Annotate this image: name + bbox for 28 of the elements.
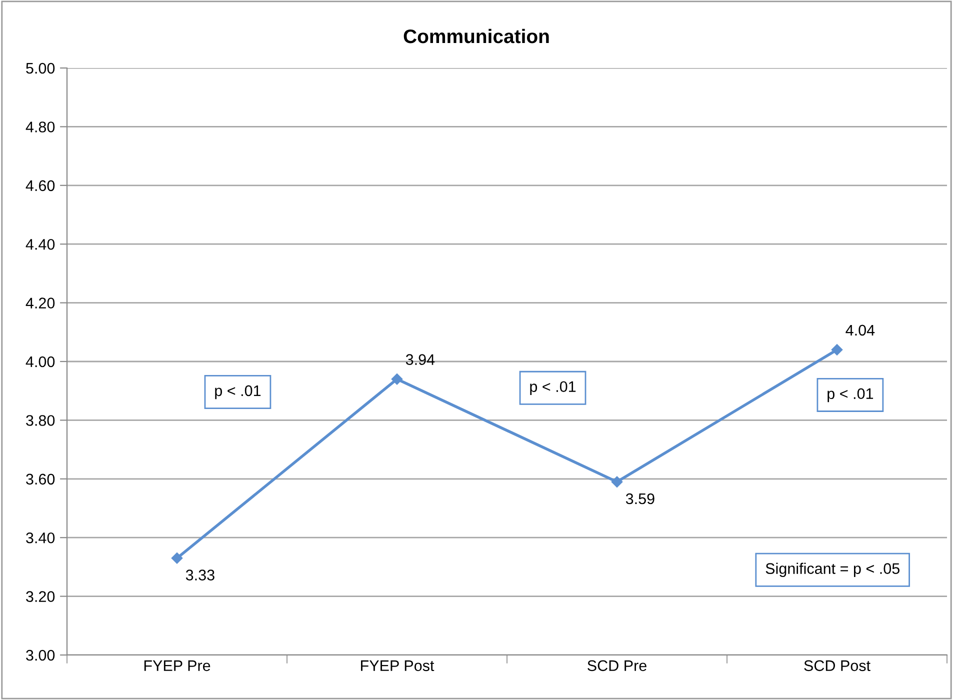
annotation: p < .01 xyxy=(215,385,261,400)
chart-title: Communication xyxy=(404,28,549,44)
y-tick-label: 3.20 xyxy=(26,591,55,602)
y-tick-label: 4.00 xyxy=(26,356,55,368)
y-tick-label: 3.60 xyxy=(26,474,55,485)
x-tick-label: SCD Pre xyxy=(588,660,646,672)
point xyxy=(171,552,183,564)
data-label: 3.94 xyxy=(406,354,435,365)
y-tick-label: 4.20 xyxy=(26,298,55,308)
data-label: 4.04 xyxy=(846,324,875,336)
annotation: p < .01 xyxy=(828,388,874,402)
point xyxy=(611,476,623,488)
y-tick-label: 4.40 xyxy=(26,238,55,250)
annotation: p < .01 xyxy=(530,381,576,396)
x-tick-label: FYEP Post xyxy=(361,660,434,672)
y-tick-label: 5.00 xyxy=(26,62,55,74)
data-label: 3.33 xyxy=(186,570,214,580)
x-tick-label: SCD Post xyxy=(804,660,870,672)
y-tick-label: 4.80 xyxy=(26,122,55,132)
annotation: Significant = p < .05 xyxy=(766,562,900,578)
y-tick-label: 3.80 xyxy=(26,415,55,426)
y-tick-label: 3.00 xyxy=(26,650,55,661)
point xyxy=(391,374,403,385)
y-tick-label: 3.40 xyxy=(26,532,55,544)
data-label: 3.59 xyxy=(626,493,654,504)
point xyxy=(831,344,843,356)
x-tick-label: FYEP Pre xyxy=(144,660,210,672)
y-tick-label: 4.60 xyxy=(26,180,55,192)
